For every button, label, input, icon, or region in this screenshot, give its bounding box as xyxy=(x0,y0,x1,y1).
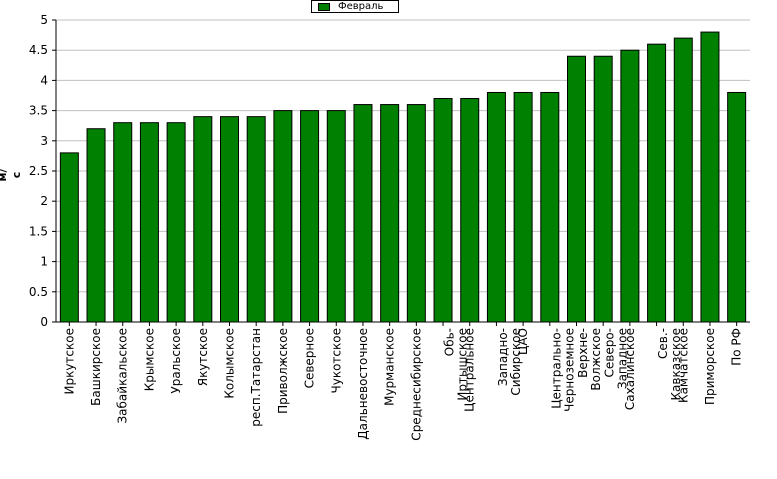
x-tick-label: По РФ xyxy=(730,328,744,366)
bar xyxy=(59,152,79,323)
bar xyxy=(567,55,586,323)
y-tick-label: 3.5 xyxy=(29,104,48,118)
x-tick-label: респ.Татарстан xyxy=(249,328,263,427)
bar xyxy=(433,98,453,323)
bar xyxy=(86,128,106,323)
x-tick-label: Уральское xyxy=(169,328,183,394)
y-tick-label: 1 xyxy=(40,255,48,269)
bar xyxy=(513,91,533,323)
bar xyxy=(647,43,667,323)
x-tick-label: Сахалинское xyxy=(623,328,637,410)
bar xyxy=(246,116,266,323)
x-tick-label: Сев.-Кавказское xyxy=(656,328,683,401)
x-tick-label: Среднесибирское xyxy=(409,328,423,441)
y-tick-label: 4 xyxy=(40,73,48,87)
y-tick-label: 2.5 xyxy=(29,164,48,178)
bar xyxy=(139,122,159,323)
bar xyxy=(700,31,720,323)
y-tick-label: 1.5 xyxy=(29,224,48,238)
legend: Февраль xyxy=(311,0,399,13)
x-axis-ticks: Иркутское Башкирское Забайкальское Крымское… xyxy=(62,322,744,441)
y-tick-label: 3 xyxy=(40,134,48,148)
bar xyxy=(727,91,747,323)
legend-swatch xyxy=(318,3,330,11)
x-tick-label: Забайкальское xyxy=(116,328,130,424)
bar xyxy=(166,122,186,323)
x-tick-label: Северо-Западное xyxy=(603,328,630,389)
y-axis-ticks: 0 0.5 1 1.5 2 2.5 3 3.5 4 4.5 5 xyxy=(29,13,56,329)
x-tick-label: Крымское xyxy=(142,328,156,391)
x-tick-label: Центральное xyxy=(463,328,477,412)
x-tick-label: Центрально-Черноземное xyxy=(549,328,576,412)
bars xyxy=(59,31,747,323)
y-axis-label: м/с xyxy=(0,168,23,182)
y-tick-label: 5 xyxy=(40,13,48,27)
legend-label: Февраль xyxy=(338,1,384,12)
bar xyxy=(353,104,373,323)
x-tick-label: Западно-Сибирское xyxy=(496,328,523,396)
y-tick-label: 0.5 xyxy=(29,285,48,299)
bar xyxy=(620,49,640,323)
y-tick-label: 2 xyxy=(40,194,48,208)
y-tick-label: 0 xyxy=(40,315,48,329)
bar xyxy=(300,110,320,323)
y-tick-label: 4.5 xyxy=(29,43,48,57)
bar xyxy=(406,104,426,323)
x-tick-label: ЦАО xyxy=(516,328,530,355)
x-tick-label: Верхне-Волжское xyxy=(576,328,603,391)
x-tick-label: Колымское xyxy=(223,328,237,399)
x-tick-label: Камчатское xyxy=(676,328,690,403)
bar xyxy=(540,91,560,323)
x-tick-label: Северное xyxy=(303,328,317,388)
x-tick-label: Якутское xyxy=(196,328,210,386)
bar xyxy=(326,110,346,323)
x-tick-label: Башкирское xyxy=(89,328,103,406)
x-tick-label: Приморское xyxy=(703,328,717,405)
x-tick-label: Дальневосточное xyxy=(356,328,370,440)
bar xyxy=(193,116,213,323)
bar xyxy=(380,104,400,323)
x-tick-label: Иркутское xyxy=(62,328,76,395)
bar xyxy=(113,122,133,323)
bar xyxy=(593,55,613,323)
x-tick-label: Чукотское xyxy=(329,328,343,393)
bar xyxy=(273,110,293,323)
bar xyxy=(486,91,506,323)
bar xyxy=(460,98,480,323)
x-tick-label: Обь-Иртышское xyxy=(443,328,470,401)
bar xyxy=(220,116,239,323)
bar xyxy=(673,37,693,323)
x-tick-label: Мурманское xyxy=(383,328,397,406)
x-tick-label: Приволжское xyxy=(276,328,290,414)
